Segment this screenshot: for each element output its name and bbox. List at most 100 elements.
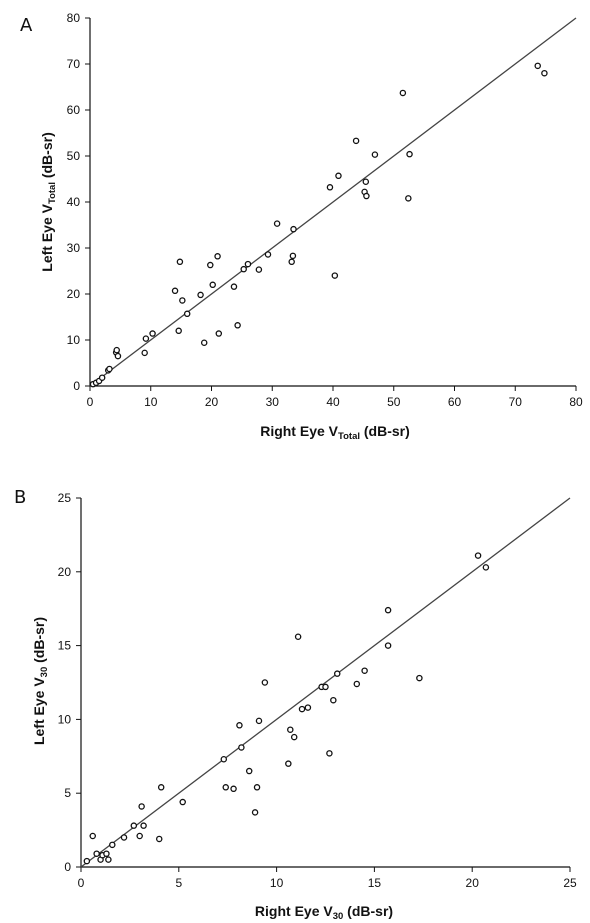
panel-a-data-point [331,272,339,279]
panel-a-x-tick-label: 20 [205,395,219,409]
panel-b-data-point [138,803,145,810]
panel-a-data-point [183,310,191,318]
panel-a-identity-line [89,17,577,387]
panel-b-y-tick-label: 20 [58,565,72,579]
panel-letter-b: B [14,487,26,508]
panel-a-x-tick-label: 50 [387,395,401,409]
panel-b-data-point [330,696,337,704]
panel-a-data-point [200,339,208,347]
panel-b-x-tick-label: 20 [466,876,480,890]
panel-b-data-point [93,850,100,857]
panel-a-data-point [290,225,297,233]
panel-b-data-point [157,784,165,791]
panel-b: B 0 5 10 15 20 25 0 5 10 15 20 25 Right Eye V30 (dB… [14,487,577,922]
panel-b-data-point [83,857,91,865]
panel-b-identity-line [80,497,571,868]
panel-b-data-point [255,717,263,725]
panel-b-x-tick-label: 5 [175,876,182,890]
panel-a-data-point [363,192,370,200]
panel-a-data-point [207,261,214,269]
panel-a-data-point [114,352,122,360]
panel-a-data-point [371,151,379,158]
panel-a-data-point [541,69,548,77]
panel-b-data-point [245,767,253,775]
panel-a-y-axis-title: Left Eye VTotal (dB-sr) [39,132,58,271]
panel-a-data-point [335,172,342,180]
panel-a-data-point [175,327,182,335]
panel-b-data-point [353,680,361,688]
panel-a-y-tick-label: 60 [67,103,81,117]
panel-a-y-tick-label: 50 [67,149,81,163]
panel-a-y-tick-label: 20 [67,287,81,301]
panel-b-data-point [230,785,237,793]
panel-b-y-axis-title: Left Eye V30 (dB-sr) [31,617,50,745]
panel-b-data-point [109,841,116,849]
panel-b-data-point [179,798,186,806]
panel-a-data-point [215,330,223,337]
panel-a-data-point [405,195,412,202]
panel-b-y-tick-label: 15 [58,639,72,653]
panel-a-data-point [142,335,150,342]
panel-a-y-tick-label: 70 [67,57,81,71]
panel-a-data-point [273,220,281,227]
panel-a-data-point [214,253,221,260]
panel-b-data-point [287,726,294,733]
panel-a-x-tick-label: 0 [87,395,94,409]
panel-b-x-tick-label: 15 [368,876,382,890]
panel-a: A 0 10 20 30 40 50 60 70 80 0 10 20 30 40 50 60 70 80 Rig… [20,11,583,442]
panel-b-data-point [130,822,138,829]
panel-a-data-point [179,297,186,304]
panel-b-x-tick-label: 25 [563,876,577,890]
panel-b-y-tick-label: 10 [58,712,72,726]
panel-b-data-point [361,667,368,674]
panel-a-y-tick-label: 0 [73,379,80,393]
panel-b-data-point [251,809,259,816]
panel-a-x-tick-label: 80 [569,395,583,409]
panel-b-data-point [384,606,392,614]
panel-a-data-point [98,374,106,381]
panel-a-data-point [141,349,148,357]
panel-b-data-point [290,733,298,741]
panel-a-data-point [326,184,334,191]
panel-b-data-point [298,705,306,713]
panel-a-y-tick-label: 40 [67,195,81,209]
panel-a-y-tick-label: 30 [67,241,81,255]
panel-a-x-tick-label: 70 [509,395,523,409]
panel-a-data-point [288,258,295,266]
panel-a-data-point [362,178,370,186]
panel-b-data-point [474,552,482,559]
panel-a-data-point [399,89,407,97]
panel-a-x-tick-label: 60 [448,395,462,409]
panel-b-data-point [322,683,329,691]
panel-b-data-point [333,670,341,677]
panel-a-data-point [171,287,179,295]
panel-a-data-point [244,260,252,268]
panel-b-data-point [136,832,143,840]
panel-a-marks: 0 10 20 30 40 50 60 70 80 0 10 20 30 40 50 60 70 80 [67,11,583,409]
panel-a-data-point [234,322,241,329]
panel-b-data-point [304,704,312,711]
panel-b-data-point [222,784,229,791]
panel-b-data-point [105,856,112,863]
panel-b-data-point [103,850,110,857]
panel-a-data-point [255,266,263,273]
panel-a-data-point [113,346,120,354]
panel-a-data-point [209,281,216,289]
panel-a-data-point [197,291,204,299]
panel-b-y-tick-label: 25 [58,491,72,505]
panel-b-data-point [236,722,243,729]
panel-b-y-tick-label: 0 [64,860,71,874]
panel-b-data-point [482,564,490,571]
panel-a-data-point [406,150,413,158]
panel-b-data-point [326,750,333,757]
panel-b-data-point [261,679,269,686]
panel-letter-a: A [20,15,33,36]
panel-a-y-tick-label: 10 [67,333,81,347]
panel-a-data-point [289,252,297,260]
panel-a-y-tick-label: 80 [67,11,81,25]
panel-b-data-point [294,633,302,640]
panel-a-data-point [240,265,247,273]
panel-b-data-point [384,642,392,649]
panel-a-data-point [176,258,184,266]
